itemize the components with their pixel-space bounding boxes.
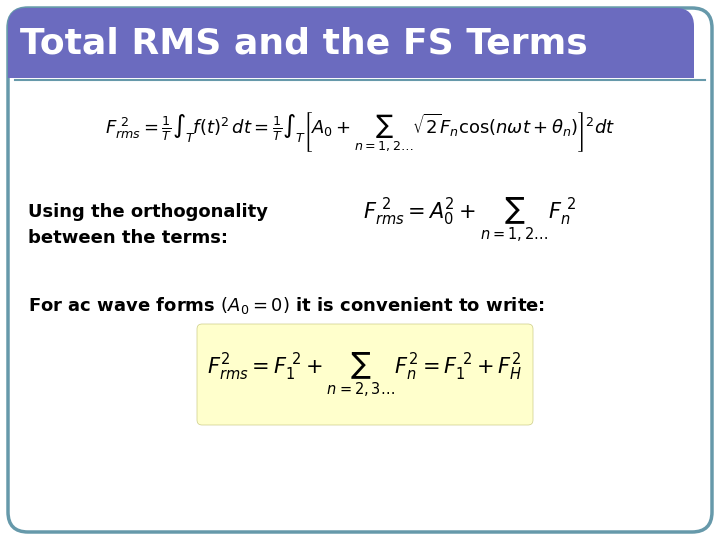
Text: Total RMS and the FS Terms: Total RMS and the FS Terms — [20, 26, 588, 60]
FancyBboxPatch shape — [8, 8, 712, 532]
FancyBboxPatch shape — [8, 8, 694, 78]
Text: $F_{rms}^{2} = F_1^{\ 2} + \sum_{n=2,3\ldots} F_n^{2} = F_1^{\ 2} + F_{H}^{2}$: $F_{rms}^{2} = F_1^{\ 2} + \sum_{n=2,3\l… — [207, 350, 523, 400]
Text: Using the orthogonality
between the terms:: Using the orthogonality between the term… — [28, 203, 268, 247]
Bar — [8, 53, 694, 78]
Text: $F_{rms}^{\ 2} = A_0^{2} + \sum_{n=1,2\ldots} F_n^{\ 2}$: $F_{rms}^{\ 2} = A_0^{2} + \sum_{n=1,2\l… — [364, 195, 577, 245]
Text: For ac wave forms $(A_0{=}0)$ it is convenient to write:: For ac wave forms $(A_0{=}0)$ it is conv… — [28, 294, 545, 315]
Text: $F_{rms}^{\ 2} = \frac{1}{T}\int_{T} f(t)^2\, dt = \frac{1}{T}\int_{T}\left[A_0 : $F_{rms}^{\ 2} = \frac{1}{T}\int_{T} f(t… — [104, 110, 616, 154]
FancyBboxPatch shape — [197, 324, 533, 425]
